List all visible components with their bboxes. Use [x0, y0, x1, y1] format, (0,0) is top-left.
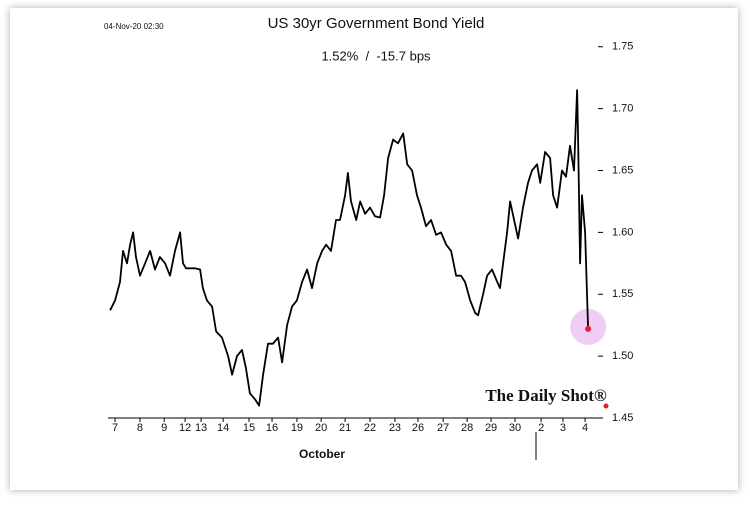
- x-tick-label: 21: [339, 422, 351, 434]
- y-tick-label: 1.50: [612, 350, 633, 362]
- x-tick-label: 12: [179, 422, 191, 434]
- y-tick-label: 1.75: [612, 41, 633, 53]
- y-tick-label: 1.65: [612, 164, 633, 176]
- x-tick-label: 20: [315, 422, 327, 434]
- x-tick-label: 13: [195, 422, 207, 434]
- x-tick-label: 29: [485, 422, 497, 434]
- x-axis-label: October: [299, 447, 345, 461]
- y-tick-label: 1.55: [612, 288, 633, 300]
- x-tick-label: 30: [509, 422, 521, 434]
- x-tick-label: 23: [389, 422, 401, 434]
- chart-title: US 30yr Government Bond Yield: [268, 15, 485, 32]
- x-tick-label: 27: [437, 422, 449, 434]
- x-tick-label: 14: [217, 422, 229, 434]
- timestamp: 04-Nov-20 02:30: [104, 22, 164, 31]
- subtitle: 1.52% / -15.7 bps: [321, 48, 431, 63]
- x-tick-label: 7: [112, 422, 118, 434]
- x-tick-label: 22: [364, 422, 376, 434]
- y-tick-label: 1.45: [612, 412, 633, 424]
- x-tick-label: 2: [538, 422, 544, 434]
- x-tick-label: 3: [560, 422, 566, 434]
- frame: [10, 8, 738, 490]
- x-tick-label: 28: [461, 422, 473, 434]
- last-point: [585, 325, 592, 332]
- x-tick-label: 26: [412, 422, 424, 434]
- x-tick-label: 15: [243, 422, 255, 434]
- x-tick-label: 9: [161, 422, 167, 434]
- logo-dot: [603, 403, 609, 409]
- yield-line: [109, 89, 589, 407]
- x-tick-label: 19: [291, 422, 303, 434]
- y-tick-label: 1.60: [612, 226, 633, 238]
- x-tick-label: 4: [582, 422, 588, 434]
- source-logo: The Daily Shot®: [485, 386, 607, 405]
- x-tick-label: 8: [137, 422, 143, 434]
- y-tick-label: 1.70: [612, 103, 633, 115]
- x-tick-label: 16: [266, 422, 278, 434]
